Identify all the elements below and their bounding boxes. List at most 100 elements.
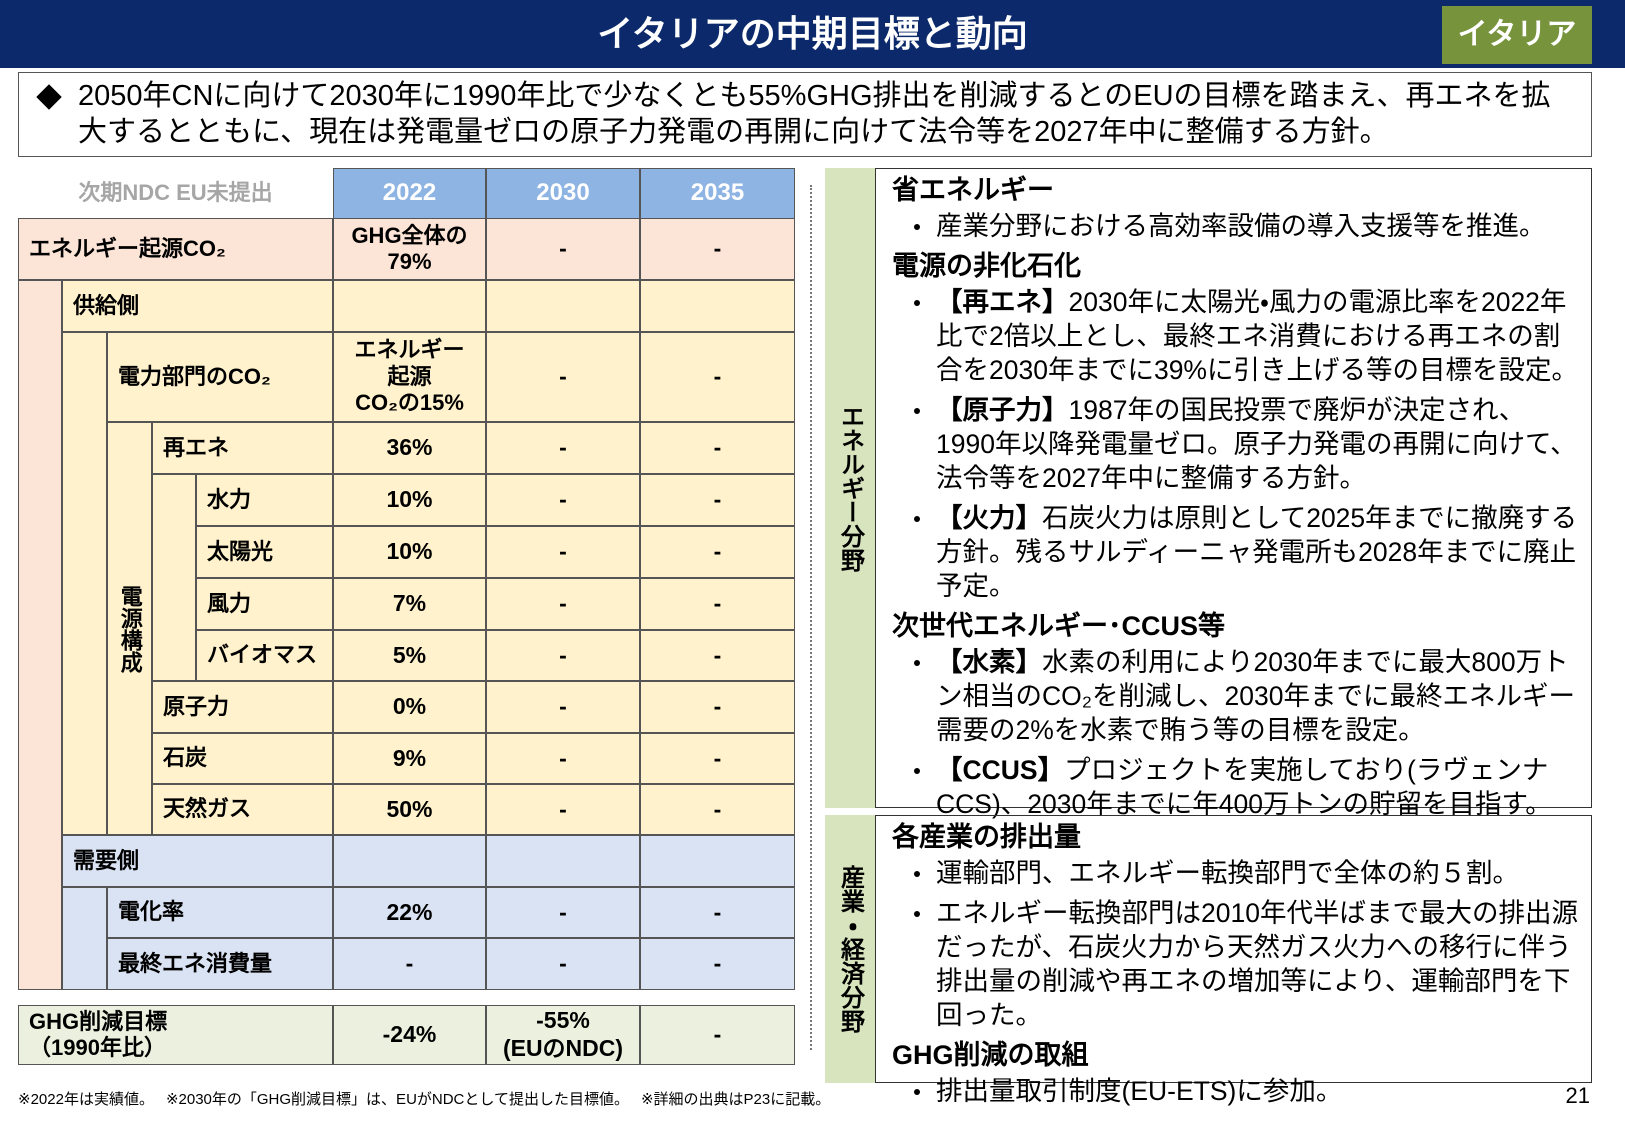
item-text: 2030年に太陽光・風力の電源比率を2022年比で2倍以上とし、最終エネ消費にお… bbox=[936, 287, 1578, 385]
row-label: バイオマス bbox=[196, 630, 333, 681]
section-label: 産業・経済分野 bbox=[825, 815, 875, 1083]
row-label: 最終エネ消費量 bbox=[107, 938, 333, 990]
block-heading: 省エネルギー bbox=[892, 175, 1054, 205]
table-cell: - bbox=[486, 474, 640, 526]
table-cell: 22% bbox=[333, 887, 486, 938]
item-text: 産業分野における高効率設備の導入支援等を推進。 bbox=[936, 211, 1546, 241]
table-cell: - bbox=[640, 887, 795, 938]
row-label: 需要側 bbox=[62, 835, 333, 887]
table-cell: - bbox=[640, 681, 795, 733]
bullet bbox=[914, 300, 920, 306]
title: イタリアの中期目標と動向 bbox=[597, 13, 1028, 54]
table-cell: - bbox=[640, 474, 795, 526]
row-label: 供給側 bbox=[62, 280, 333, 332]
table-cell: - bbox=[486, 332, 640, 422]
divider bbox=[810, 185, 812, 1050]
column-header: 2035 bbox=[640, 168, 795, 219]
row-label: 水力 bbox=[196, 474, 333, 526]
target-cell: - bbox=[640, 1005, 795, 1065]
item-text: 排出量取引制度(EU-ETS)に参加。 bbox=[936, 1076, 1343, 1106]
table-cell: - bbox=[486, 938, 640, 990]
row-label: 石炭 bbox=[152, 733, 333, 784]
item-tag: 【火力】 bbox=[936, 503, 1042, 533]
bullet bbox=[914, 660, 920, 666]
target-cell: -24% bbox=[333, 1005, 486, 1065]
table-cell: - bbox=[640, 630, 795, 681]
bullet bbox=[914, 1089, 920, 1095]
item-text: 1987年の国民投票で廃炉が決定され、1990年以降発電量ゼロ。原子力発電の再開… bbox=[936, 395, 1577, 493]
row-group-strip bbox=[18, 280, 62, 990]
row-group-strip bbox=[62, 332, 107, 835]
item-text: 運輸部門、エネルギー転換部門で全体の約５割。 bbox=[936, 858, 1519, 888]
row-group-strip bbox=[152, 474, 196, 681]
bullet-item: 【火力】石炭火力は原則として2025年までに撤廃する方針。残るサルディーニャ発電… bbox=[892, 501, 1583, 603]
table-cell: エネルギー 起源 CO₂の15% bbox=[333, 332, 486, 422]
target-label: GHG削減目標 （1990年比） bbox=[18, 1005, 333, 1065]
table-cell: - bbox=[486, 218, 640, 280]
target-cell: -55% (EUのNDC) bbox=[486, 1005, 640, 1065]
table-cell bbox=[333, 280, 486, 332]
row-group-strip bbox=[62, 887, 107, 990]
table-cell: - bbox=[640, 422, 795, 474]
table-cell: 50% bbox=[333, 784, 486, 835]
row-label: 電化率 bbox=[107, 887, 333, 938]
table-cell bbox=[486, 280, 640, 332]
table-cell: - bbox=[640, 526, 795, 578]
table-cell bbox=[486, 835, 640, 887]
bullet bbox=[914, 408, 920, 414]
row-label: 風力 bbox=[196, 578, 333, 630]
block-heading: 電源の非化石化 bbox=[892, 251, 1081, 281]
bullet-item: 【CCUS】プロジェクトを実施しており(ラヴェンナCCS)、2030年までに年4… bbox=[892, 753, 1583, 821]
table-cell: - bbox=[640, 218, 795, 280]
row-label: 再エネ bbox=[152, 422, 333, 474]
block: GHG削減の取組 排出量取引制度(EU-ETS)に参加。 bbox=[892, 1038, 1583, 1108]
table-cell: - bbox=[486, 887, 640, 938]
block: 各産業の排出量 運輸部門、エネルギー転換部門で全体の約５割。 エネルギー転換部門は2… bbox=[892, 820, 1583, 1032]
table-cell: - bbox=[486, 630, 640, 681]
item-tag: 【水素】 bbox=[936, 647, 1042, 677]
table-cell: GHG全体の 79% bbox=[333, 218, 486, 280]
bullet bbox=[914, 224, 920, 230]
item-text: 石炭火力は原則として2025年までに撤廃する方針。残るサルディーニャ発電所も20… bbox=[936, 503, 1578, 601]
summary-box bbox=[18, 72, 1592, 157]
table-cell: 10% bbox=[333, 474, 486, 526]
block: 次世代エネルギー･CCUS等【水素】水素の利用により2030年までに最大800万… bbox=[892, 609, 1583, 821]
table-cell: 5% bbox=[333, 630, 486, 681]
item-text: エネルギー転換部門は2010年代半ばまで最大の排出源だったが、石炭火力から天然ガ… bbox=[936, 898, 1578, 1030]
footnotes: ※2022年は実績値。 ※2030年の「GHG削減目標」は、EUがNDCとして提出… bbox=[18, 1088, 842, 1109]
table-cell: 9% bbox=[333, 733, 486, 784]
table-cell: 7% bbox=[333, 578, 486, 630]
block: 電源の非化石化【再エネ】2030年に太陽光・風力の電源比率を2022年比で2倍以… bbox=[892, 249, 1583, 603]
table-cell: - bbox=[486, 422, 640, 474]
row-label: 電力部門のCO₂ bbox=[107, 332, 333, 422]
summary-text: 2050年CNに向けて2030年に1990年比で少なくとも55%GHG排出を削減… bbox=[78, 80, 1551, 148]
footnote: ※2030年の「GHG削減目標」は、EUがNDCとして提出した目標値。 bbox=[165, 1091, 629, 1108]
item-text: プロジェクトを実施しており(ラヴェンナCCS)、2030年までに年400万トンの… bbox=[936, 755, 1552, 819]
table-cell: - bbox=[640, 938, 795, 990]
bullet bbox=[914, 911, 920, 917]
row-label: 天然ガス bbox=[152, 784, 333, 835]
footnote: ※2022年は実績値。 bbox=[18, 1091, 154, 1108]
table-cell: - bbox=[640, 578, 795, 630]
table-cell: - bbox=[640, 332, 795, 422]
table-cell: - bbox=[640, 784, 795, 835]
block: 省エネルギー産業分野における高効率設備の導入支援等を推進。 bbox=[892, 173, 1583, 243]
table-cell bbox=[333, 835, 486, 887]
table-cell: 0% bbox=[333, 681, 486, 733]
row-label: エネルギー起源CO₂ bbox=[18, 218, 333, 280]
table-note: 次期NDC EU未提出 bbox=[78, 180, 273, 205]
bullet bbox=[914, 768, 920, 774]
bullet-item: エネルギー転換部門は2010年代半ばまで最大の排出源だったが、石炭火力から天然ガ… bbox=[892, 896, 1583, 1032]
block-heading: 次世代エネルギー･CCUS等 bbox=[892, 611, 1226, 641]
bullet-item: 【原子力】1987年の国民投票で廃炉が決定され、1990年以降発電量ゼロ。原子力… bbox=[892, 393, 1583, 495]
row-label: 原子力 bbox=[152, 681, 333, 733]
item-tag: 【再エネ】 bbox=[936, 287, 1069, 317]
section-box: 省エネルギー産業分野における高効率設備の導入支援等を推進。電源の非化石化【再エネ… bbox=[875, 168, 1592, 819]
section-label: エネルギー分野 bbox=[825, 168, 875, 808]
bullet-item: 産業分野における高効率設備の導入支援等を推進。 bbox=[892, 209, 1583, 243]
table-cell: - bbox=[486, 681, 640, 733]
table-cell: - bbox=[333, 938, 486, 990]
item-tag: 【CCUS】 bbox=[936, 755, 1065, 785]
bullet-item: 【水素】水素の利用により2030年までに最大800万トン相当のCO₂を削減し、2… bbox=[892, 645, 1583, 747]
item-text: 水素の利用により2030年までに最大800万トン相当のCO₂を削減し、2030年… bbox=[936, 647, 1575, 745]
